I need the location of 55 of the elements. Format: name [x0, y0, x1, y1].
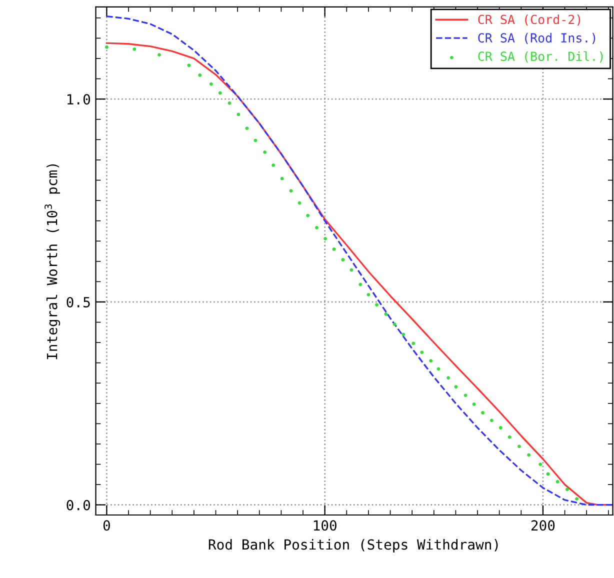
point [446, 376, 450, 380]
legend-label: CR SA (Cord-2) [478, 14, 580, 26]
point [420, 350, 424, 354]
point [272, 164, 276, 167]
point [538, 462, 542, 466]
y-tick-label: 1.0 [68, 94, 90, 105]
point [350, 268, 354, 272]
x-tick-label: 0 [103, 520, 110, 531]
point [375, 303, 378, 306]
point [228, 101, 232, 105]
point [527, 453, 530, 457]
point [187, 64, 191, 68]
point [324, 236, 327, 240]
point [392, 322, 396, 326]
point [429, 359, 433, 362]
x-axis-title: Rod Bank Position (Steps Withdrawn) [208, 539, 498, 552]
y-tick-label: 0.5 [66, 296, 90, 308]
point [565, 488, 569, 492]
point [412, 342, 416, 346]
legend-label: CR SA (Rod Ins.) [478, 32, 596, 44]
point [472, 402, 476, 406]
point [158, 53, 161, 57]
point [481, 411, 484, 414]
point [280, 176, 284, 180]
point [556, 480, 560, 484]
point [315, 226, 318, 230]
x-tick-label: 100 [314, 520, 336, 531]
point [245, 126, 249, 130]
point [332, 248, 336, 251]
point [209, 82, 213, 86]
point [254, 138, 258, 142]
point [218, 91, 222, 95]
point [104, 45, 108, 49]
x-tick-label: 200 [531, 520, 555, 531]
point [498, 426, 502, 430]
point [454, 385, 458, 388]
point [508, 435, 512, 439]
point [358, 282, 362, 286]
point [464, 394, 468, 397]
legend-label: CR SA (Bor. Dil.) [478, 51, 603, 62]
point [517, 444, 521, 448]
point [198, 73, 202, 77]
point [402, 332, 406, 336]
point [341, 258, 345, 262]
y-axis-title: Integral Worth (10$^{3}$ pcm) [44, 164, 60, 360]
point [289, 189, 293, 192]
y-tick-label: 0.0 [66, 500, 90, 510]
point [490, 418, 494, 422]
point [436, 367, 440, 371]
point [575, 497, 578, 500]
point [263, 150, 267, 154]
point [366, 292, 370, 296]
point [384, 312, 388, 316]
point [306, 214, 310, 218]
point [132, 47, 136, 51]
